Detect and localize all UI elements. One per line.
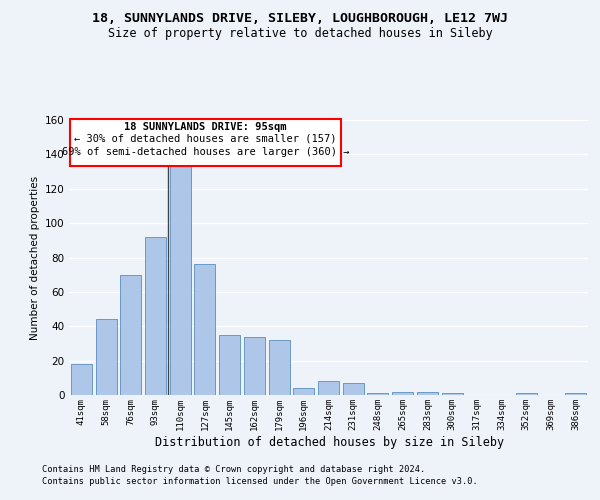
Bar: [145, 237, 166, 395]
Bar: [565, 394, 586, 395]
Bar: [244, 336, 265, 395]
Bar: [170, 166, 191, 395]
Bar: [367, 394, 388, 395]
Text: Contains public sector information licensed under the Open Government Licence v3: Contains public sector information licen…: [42, 477, 478, 486]
Text: 69% of semi-detached houses are larger (360) →: 69% of semi-detached houses are larger (…: [62, 147, 349, 157]
Bar: [442, 394, 463, 395]
Bar: [120, 274, 141, 395]
Bar: [269, 340, 290, 395]
Bar: [417, 392, 438, 395]
Bar: [343, 383, 364, 395]
Text: 18, SUNNYLANDS DRIVE, SILEBY, LOUGHBOROUGH, LE12 7WJ: 18, SUNNYLANDS DRIVE, SILEBY, LOUGHBOROU…: [92, 12, 508, 26]
Bar: [219, 335, 240, 395]
Text: ← 30% of detached houses are smaller (157): ← 30% of detached houses are smaller (15…: [74, 134, 337, 144]
Text: 18 SUNNYLANDS DRIVE: 95sqm: 18 SUNNYLANDS DRIVE: 95sqm: [124, 122, 287, 132]
Y-axis label: Number of detached properties: Number of detached properties: [29, 176, 40, 340]
Bar: [71, 364, 92, 395]
Text: Size of property relative to detached houses in Sileby: Size of property relative to detached ho…: [107, 28, 493, 40]
FancyBboxPatch shape: [70, 119, 341, 166]
Bar: [293, 388, 314, 395]
Bar: [392, 392, 413, 395]
Bar: [194, 264, 215, 395]
Bar: [95, 320, 116, 395]
Text: Contains HM Land Registry data © Crown copyright and database right 2024.: Contains HM Land Registry data © Crown c…: [42, 465, 425, 474]
Text: Distribution of detached houses by size in Sileby: Distribution of detached houses by size …: [155, 436, 505, 449]
Bar: [318, 381, 339, 395]
Bar: [516, 394, 537, 395]
